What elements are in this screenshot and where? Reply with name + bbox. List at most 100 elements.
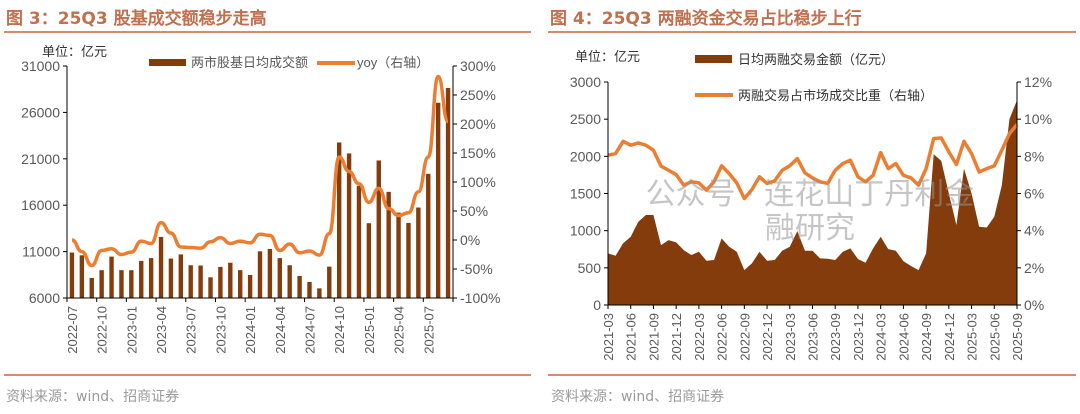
bar <box>257 251 263 298</box>
x-tick-label: 2025-06 <box>987 313 1002 361</box>
bar <box>238 270 243 298</box>
right-chart-title: 图 4：25Q3 两融资金交易占比稳步上行 <box>550 9 862 29</box>
bar <box>139 260 144 298</box>
bar <box>346 153 352 298</box>
x-tick-label: 2024-10 <box>332 306 347 354</box>
bar <box>89 277 94 298</box>
y2-tick-label: 300% <box>460 58 496 74</box>
y-tick-label: 11000 <box>22 244 60 260</box>
x-tick-label: 2022-09 <box>737 313 752 361</box>
bar <box>218 266 223 298</box>
bar <box>287 265 292 298</box>
bar <box>336 142 342 298</box>
y-tick-label: 31000 <box>21 58 60 74</box>
x-tick-label: 2021-12 <box>669 313 684 361</box>
y-tick-label: 6000 <box>29 290 60 306</box>
x-tick-label: 2024-04 <box>273 306 288 354</box>
x-tick-label: 2023-07 <box>184 306 199 354</box>
y-tick-label: 2000 <box>570 148 601 164</box>
x-tick-label: 2025-09 <box>1010 313 1025 361</box>
bar <box>327 266 332 298</box>
bar <box>198 265 203 298</box>
bar <box>129 270 134 298</box>
bar <box>208 277 213 298</box>
x-tick-label: 2023-01 <box>124 306 139 354</box>
bar <box>69 252 75 298</box>
bar <box>406 222 411 298</box>
x-tick-label: 2025-03 <box>965 313 980 361</box>
footer-divider <box>4 374 531 376</box>
margin-trading-area <box>608 100 1017 305</box>
bar <box>109 256 114 298</box>
left-source-note: 资料来源：wind、招商证券 <box>6 389 180 405</box>
bar <box>188 265 193 298</box>
bar <box>267 248 273 298</box>
x-tick-label: 2025-07 <box>421 306 436 354</box>
y-tick-label: 16000 <box>21 197 60 213</box>
bar <box>435 102 441 298</box>
y-tick-label: 0 <box>593 297 601 313</box>
bar <box>426 173 431 298</box>
y2-tick-label: 100% <box>460 174 496 190</box>
bar <box>317 288 322 298</box>
x-tick-label: 2022-12 <box>760 313 775 361</box>
y2-tick-label: 50% <box>460 203 488 219</box>
legend-bar-swatch <box>149 59 186 66</box>
x-tick-label: 2021-03 <box>601 313 616 361</box>
y2-tick-label: 250% <box>460 87 496 103</box>
yoy-line <box>71 74 450 268</box>
y2-tick-label: 8% <box>1024 148 1044 164</box>
y-tick-label: 26000 <box>21 104 60 120</box>
bar <box>119 270 124 298</box>
x-tick-label: 2022-10 <box>95 306 110 354</box>
title-divider <box>4 31 531 33</box>
x-tick-label: 2025-01 <box>362 306 377 354</box>
y2-tick-label: -100% <box>460 290 500 306</box>
y-tick-label: 3000 <box>570 74 601 90</box>
x-tick-label: 2024-06 <box>896 313 911 361</box>
bar <box>396 212 401 298</box>
legend-area-swatch <box>695 55 732 63</box>
bar <box>297 276 302 298</box>
x-tick-label: 2023-10 <box>213 306 228 354</box>
x-tick-label: 2024-09 <box>919 313 934 361</box>
y2-tick-label: 6% <box>1024 186 1044 202</box>
x-tick-label: 2024-01 <box>243 306 258 354</box>
x-tick-label: 2023-04 <box>154 306 169 354</box>
x-tick-label: 2024-03 <box>874 313 889 361</box>
watermark: 公众号 · 连花山丁丹利金融研究 <box>645 177 975 246</box>
bar <box>416 207 421 298</box>
bar <box>386 191 391 298</box>
y2-tick-label: 200% <box>460 116 496 132</box>
legend-label: 两市股基日均成交额 <box>191 55 308 70</box>
bar <box>445 87 451 299</box>
x-tick-label: 2022-03 <box>692 313 707 361</box>
bar <box>148 258 154 298</box>
title-divider <box>548 31 1076 33</box>
bar <box>99 270 104 298</box>
y2-tick-label: 0% <box>1024 297 1044 313</box>
ratio-line <box>607 123 1019 201</box>
y2-tick-label: 12% <box>1024 74 1052 90</box>
bar <box>366 223 372 298</box>
y2-tick-label: -50% <box>460 261 493 277</box>
y-tick-label: 1000 <box>570 223 601 239</box>
x-tick-label: 2021-06 <box>624 313 639 361</box>
y2-tick-label: 10% <box>1024 111 1052 127</box>
x-tick-label: 2023-09 <box>828 313 843 361</box>
bar <box>158 236 164 298</box>
x-tick-label: 2023-12 <box>851 313 866 361</box>
y2-tick-label: 4% <box>1024 223 1044 239</box>
y-tick-label: 500 <box>578 260 602 276</box>
y-tick-label: 21000 <box>21 151 60 167</box>
x-tick-label: 2024-07 <box>302 306 317 354</box>
x-tick-label: 2023-06 <box>806 313 821 361</box>
bar <box>356 185 362 298</box>
x-tick-label: 2022-06 <box>715 313 730 361</box>
y2-tick-label: 150% <box>460 145 496 161</box>
y2-tick-label: 2% <box>1024 260 1044 276</box>
bar <box>228 262 233 298</box>
legend-label: 两融交易占市场成交比重（右轴） <box>738 88 933 103</box>
